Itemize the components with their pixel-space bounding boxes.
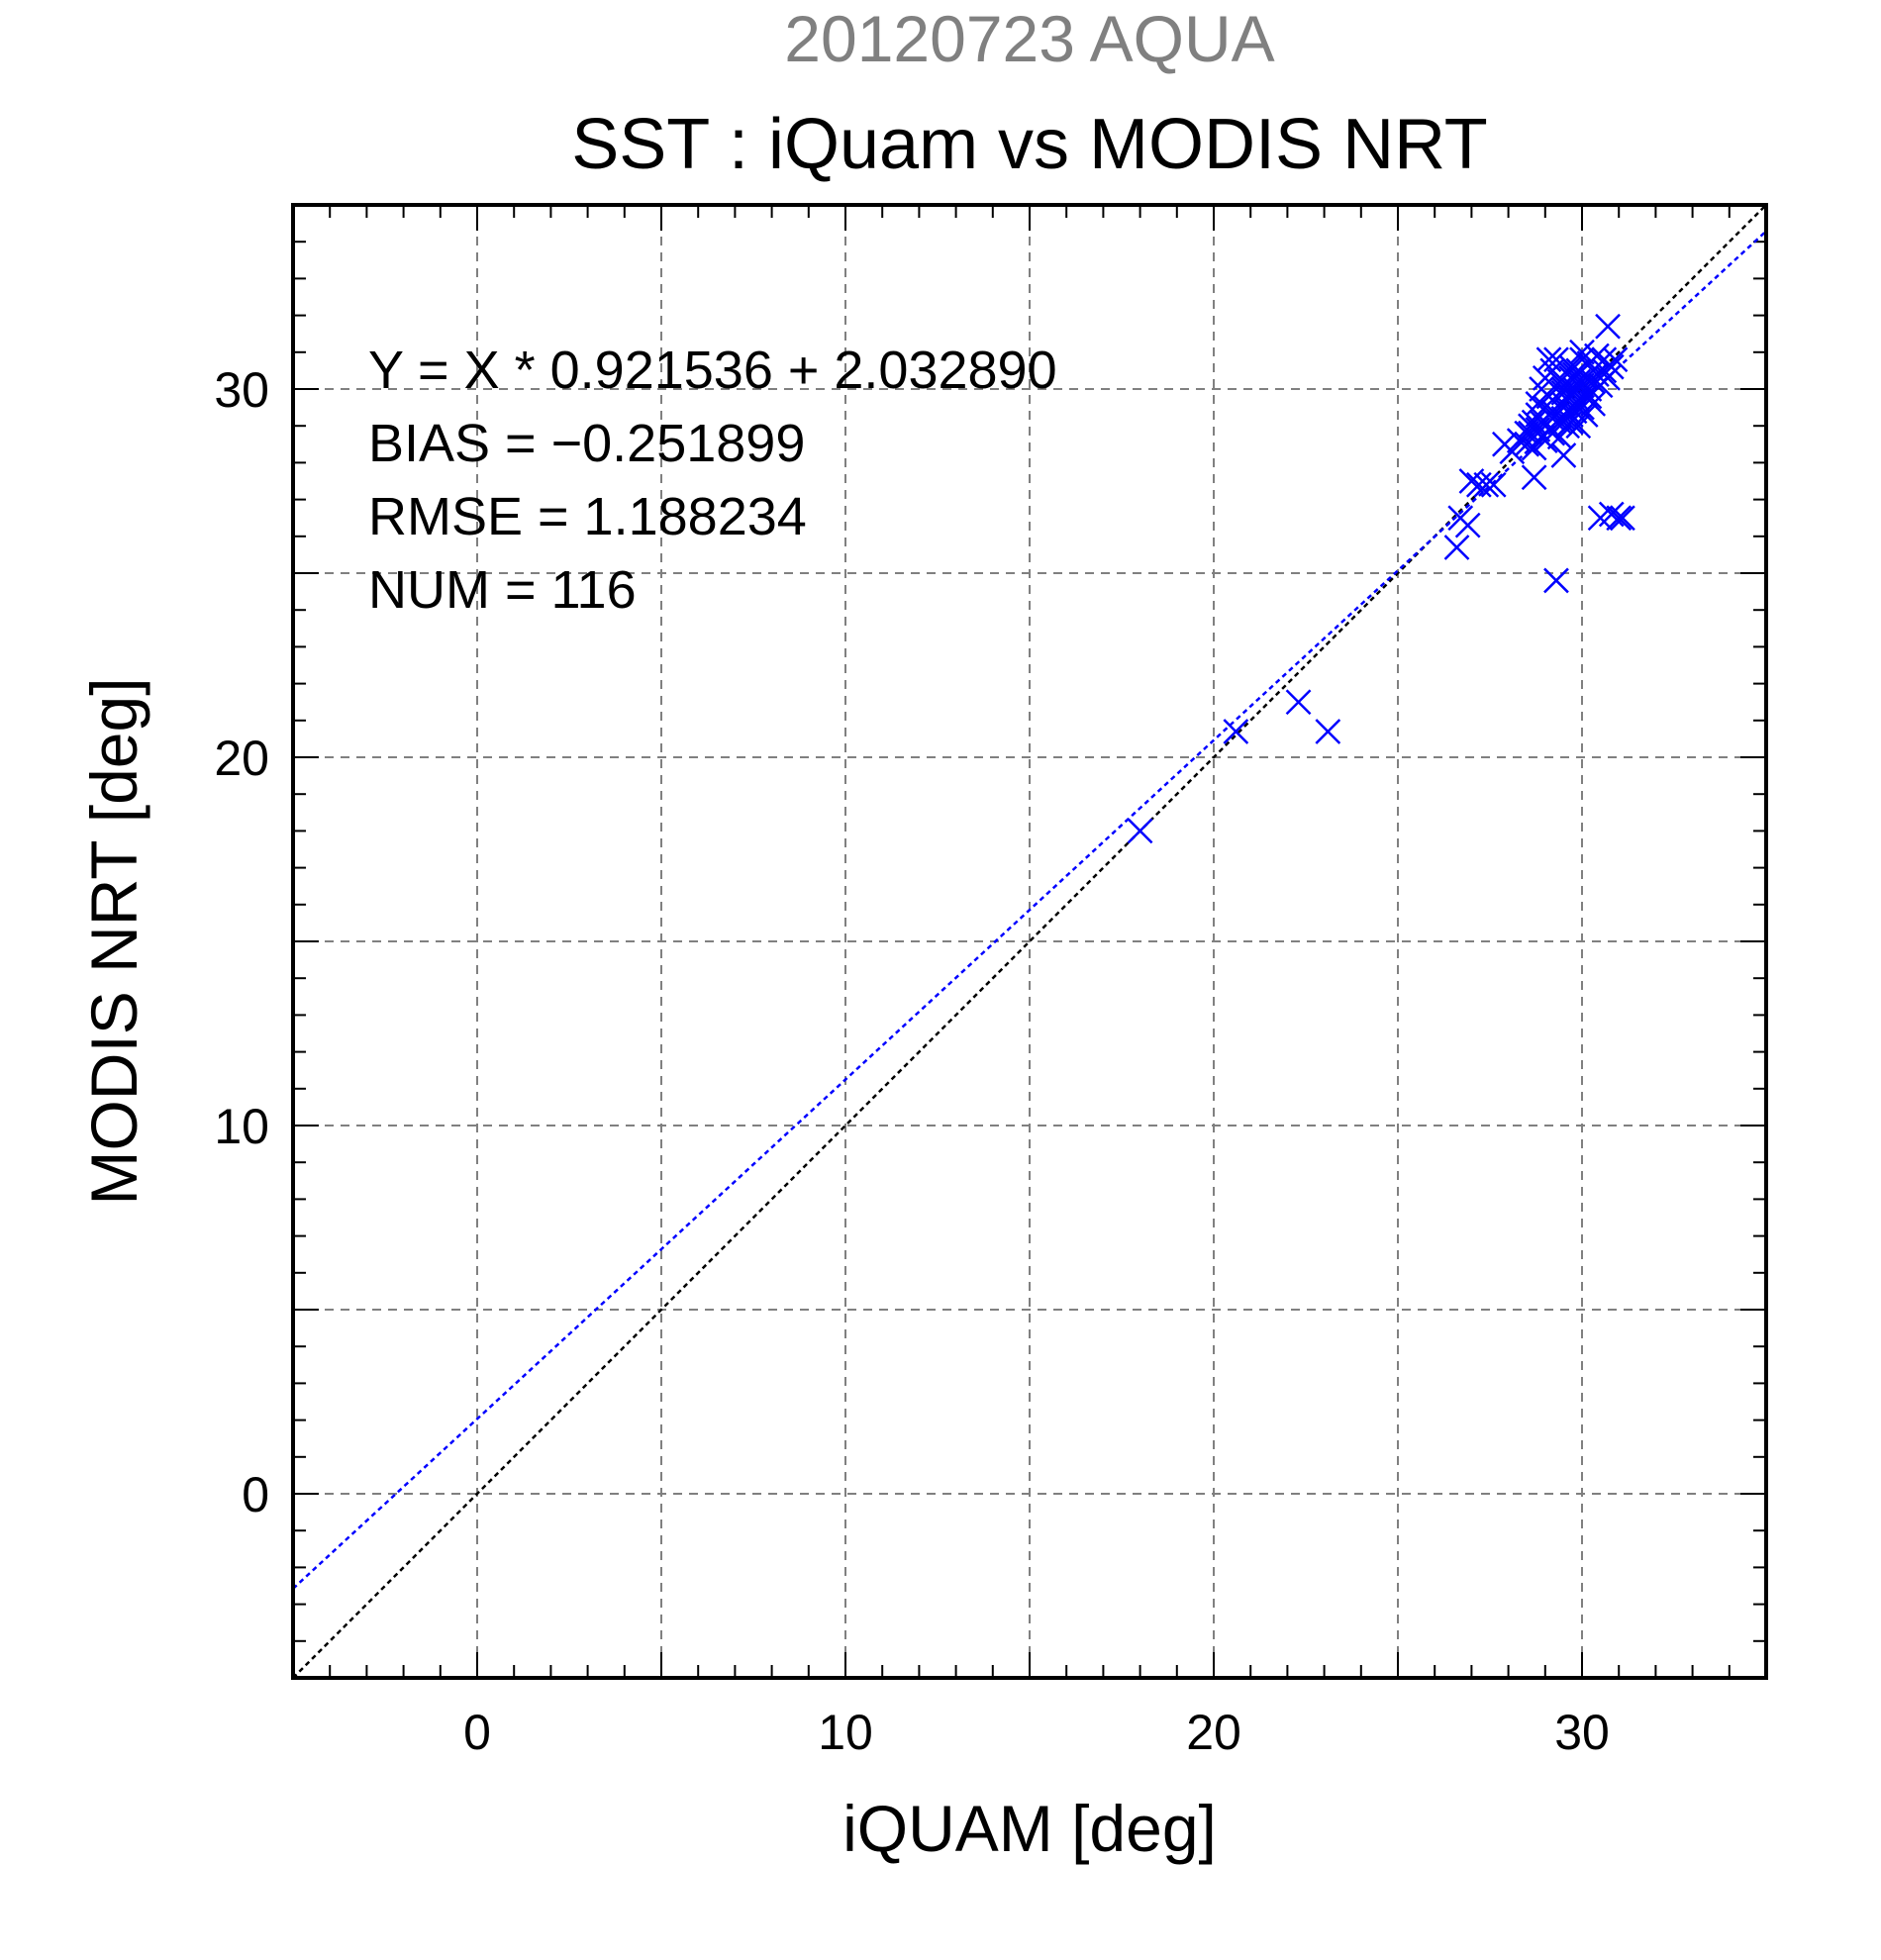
data-point xyxy=(1315,719,1341,744)
data-point xyxy=(1443,535,1470,560)
data-point xyxy=(1127,818,1153,844)
data-point xyxy=(1569,339,1595,365)
tick-labels: 0 10 20 30 0 10 20 30 xyxy=(214,362,1609,1760)
data-point xyxy=(1595,313,1621,340)
chart-supertitle: 20120723 AQUA xyxy=(784,2,1274,75)
y-tick-label: 10 xyxy=(214,1099,269,1154)
data-point xyxy=(1598,353,1625,380)
data-point xyxy=(1565,368,1592,395)
data-points xyxy=(1127,313,1635,844)
data-point xyxy=(1543,346,1569,373)
data-point xyxy=(1546,368,1573,395)
x-tick-label: 30 xyxy=(1554,1705,1610,1760)
data-point xyxy=(1557,409,1584,436)
x-tick-label: 10 xyxy=(818,1705,873,1760)
data-point xyxy=(1223,719,1249,744)
plot-frame xyxy=(291,203,1768,1680)
data-point xyxy=(1580,390,1607,417)
x-tick-label: 0 xyxy=(463,1705,491,1760)
rmse-stat: RMSE = 1.188234 xyxy=(368,487,807,546)
data-point xyxy=(1454,512,1481,539)
data-point xyxy=(1569,346,1595,373)
data-point xyxy=(1529,376,1554,402)
data-point xyxy=(1543,567,1569,594)
fit-equation: Y = X * 0.921536 + 2.032890 xyxy=(368,341,1057,400)
reference-lines xyxy=(293,205,1766,1678)
y-axis-title: MODIS NRT [deg] xyxy=(77,677,150,1205)
stats-box: Y = X * 0.921536 + 2.032890 BIAS = −0.25… xyxy=(368,341,1057,620)
y-tick-label: 20 xyxy=(214,731,269,786)
bias-stat: BIAS = −0.251899 xyxy=(368,414,805,473)
y-tick-label: 30 xyxy=(214,362,269,418)
x-tick-label: 20 xyxy=(1186,1705,1241,1760)
data-point xyxy=(1602,346,1629,373)
data-point xyxy=(1606,505,1633,532)
data-point xyxy=(1610,505,1635,532)
data-point xyxy=(1550,442,1577,468)
data-point xyxy=(1480,471,1507,498)
x-axis-title: iQUAM [deg] xyxy=(842,1792,1217,1865)
data-point xyxy=(1576,383,1603,410)
data-point xyxy=(1535,417,1562,442)
fit-line xyxy=(293,230,1766,1590)
data-point xyxy=(1521,464,1547,491)
y-tick-label: 0 xyxy=(242,1467,269,1522)
data-point xyxy=(1525,417,1551,442)
data-point xyxy=(1285,689,1312,716)
data-point xyxy=(1561,361,1588,388)
data-point xyxy=(1458,468,1485,494)
data-point xyxy=(1473,471,1500,498)
grid-lines xyxy=(293,205,1766,1678)
chart-title: SST : iQuam vs MODIS NRT xyxy=(571,105,1488,184)
data-point xyxy=(1550,405,1577,432)
num-stat: NUM = 116 xyxy=(368,560,637,620)
